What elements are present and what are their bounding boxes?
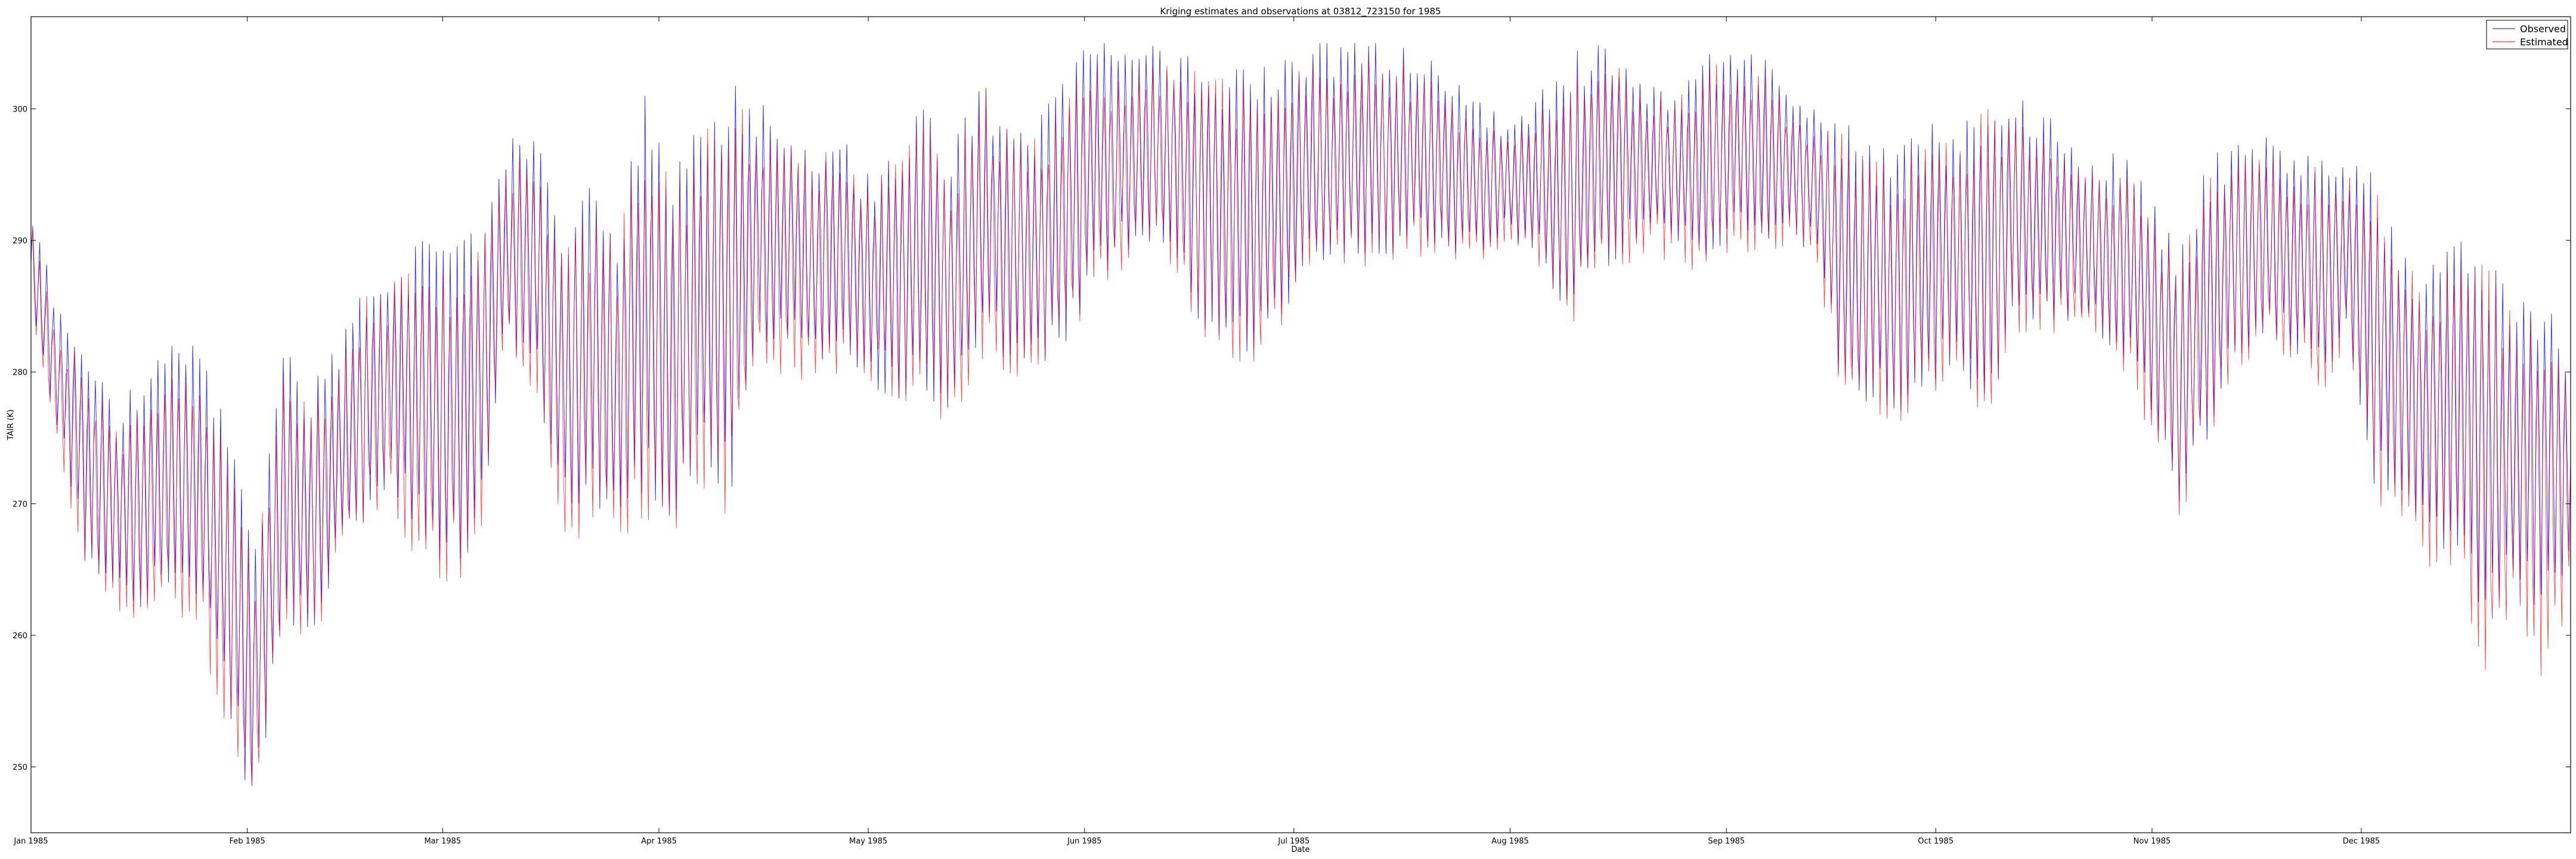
y-axis-label: TAIR (K) [7, 409, 16, 441]
series-line-observed [31, 42, 2571, 785]
legend: Observed Estimated [2486, 20, 2568, 50]
x-tick-label: Apr 1985 [641, 837, 677, 846]
x-tick-label: Jun 1985 [1067, 837, 1102, 846]
x-tick-label: Aug 1985 [1491, 837, 1529, 846]
x-tick-label: Dec 1985 [2343, 837, 2380, 846]
series-line-estimated [31, 57, 2571, 787]
legend-label-estimated: Estimated [2520, 36, 2568, 48]
x-tick-label: Feb 1985 [230, 837, 265, 846]
plot-frame [30, 16, 2571, 833]
x-axis: Jan 1985 Feb 1985 Mar 1985 Apr 1985 May 1985… [13, 17, 2380, 846]
chart-title: Kriging estimates and observations at 03… [1160, 6, 1441, 17]
x-tick-label: Jan 1985 [13, 837, 48, 846]
legend-label-observed: Observed [2520, 23, 2566, 35]
y-tick-label: 280 [13, 369, 27, 378]
y-tick-label: 250 [13, 764, 27, 773]
series-layer [31, 42, 2571, 787]
x-tick-label: Nov 1985 [2134, 837, 2171, 846]
y-tick-label: 270 [13, 500, 27, 509]
x-axis-label: Date [1291, 845, 1309, 854]
y-tick-label: 290 [13, 237, 27, 246]
y-axis: 250 260 270 280 290 300 [13, 105, 2571, 773]
y-tick-label: 300 [13, 105, 27, 114]
x-tick-label: Jul 1985 [1277, 837, 1309, 846]
legend-box [2486, 20, 2568, 50]
x-tick-label: Mar 1985 [424, 837, 461, 846]
x-tick-label: May 1985 [849, 837, 887, 846]
y-tick-label: 260 [13, 632, 27, 641]
x-tick-label: Oct 1985 [1918, 837, 1953, 846]
x-tick-label: Sep 1985 [1708, 837, 1745, 846]
